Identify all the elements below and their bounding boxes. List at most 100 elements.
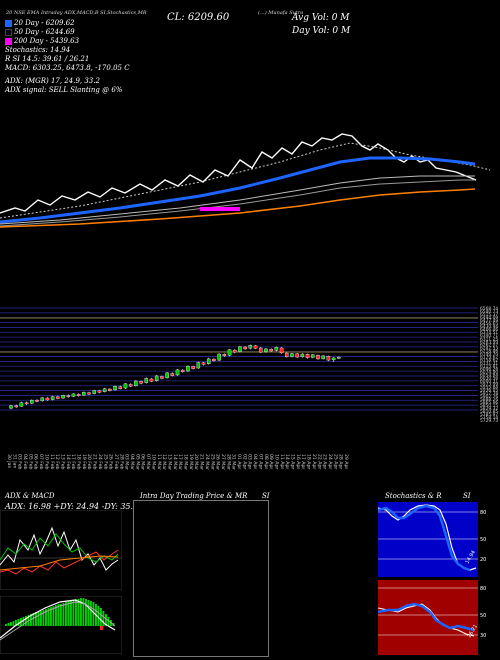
legend-ema200-label: 200 Day - 5439.63 (14, 37, 80, 45)
x-tick-label: 10 Apr (273, 454, 279, 469)
macd-histogram-bar (47, 608, 50, 626)
close-label: CL: 6209.60 (167, 12, 230, 23)
x-tick-label: 18 Feb (76, 454, 82, 470)
macd-histogram-bar (87, 600, 90, 626)
price-tick-label: 6000.31 (480, 379, 498, 385)
x-tick-label: 25 Apr (332, 454, 338, 469)
candle (165, 372, 169, 378)
macd-histogram-bar (82, 598, 85, 626)
price-tick-label: 5917.78 (480, 391, 498, 397)
x-tick-label: 24 Apr (327, 454, 333, 469)
x-tick-label: 04 Feb (22, 454, 28, 470)
x-tick-label: 02 Apr (241, 454, 247, 469)
rsi-readout: R SI 14.5: 39.61 / 26.21 (5, 55, 90, 63)
candle (170, 373, 175, 376)
x-tick-label: 28 Mar (225, 454, 231, 470)
price-tick-label: 5973.99 (480, 382, 498, 388)
macd-histogram-bar (52, 606, 55, 626)
macd-histogram-bar (80, 598, 82, 626)
price-tick-label: 5888.26 (480, 397, 498, 403)
x-tick-label: 10 Feb (43, 454, 49, 470)
macd-histogram-bar (100, 608, 102, 626)
macd-readout: MACD: 6303.25, 6473.8, -170.05 C (5, 64, 130, 72)
candle (295, 353, 299, 358)
price-tick-label: 6030.56 (480, 376, 498, 382)
x-tick-label: 13 Feb (59, 454, 65, 470)
ema-line-gray-1 (0, 175, 475, 225)
legend-item-ema50: 50 Day - 6244.69 (5, 28, 130, 37)
macd-histogram-bar (62, 603, 65, 626)
x-tick-label: 05 Feb (27, 454, 33, 470)
x-tick-label: 19 Feb (81, 454, 87, 470)
price-tick-label: 6267.07 (480, 342, 498, 348)
x-tick-label: 08 Apr (263, 454, 269, 469)
x-tick-label: 14 Feb (65, 454, 71, 470)
rsi-background (378, 580, 478, 655)
close-line (0, 133, 477, 214)
ema200-marker (200, 207, 240, 211)
x-tick-label: 26 Feb (108, 454, 114, 470)
x-tick-label: 07 Mar (145, 454, 151, 470)
candle (97, 390, 102, 393)
avg-vol-label: Avg Vol: 0 M (292, 13, 350, 23)
x-tick-label: 23 Apr (322, 454, 328, 469)
candle (82, 392, 86, 396)
legend-ema20-label: 20 Day - 6209.62 (14, 19, 75, 27)
macd-signal-line (0, 601, 116, 641)
candle (222, 354, 227, 357)
price-tick-label: 6218.46 (480, 348, 498, 354)
plus-di-line (0, 533, 119, 563)
x-tick-label: 07 Feb (38, 454, 44, 470)
x-tick-label: 07 Apr (257, 454, 263, 469)
rsi-tick-label: 80 (480, 586, 486, 592)
candle (71, 393, 76, 397)
candle (40, 397, 45, 402)
x-tick-label: 30 Jan (6, 454, 12, 468)
macd-histogram-bar (72, 600, 75, 626)
macd-histogram-bar (15, 620, 17, 626)
macd-histogram-bar (45, 609, 47, 626)
candle (149, 378, 154, 382)
price-tick-label: 6568.74 (480, 306, 498, 312)
candle (243, 346, 247, 350)
price-tick-label: 5902.76 (480, 394, 498, 400)
candle (248, 345, 253, 349)
ema-chart (0, 133, 491, 228)
macd-histogram-bar (107, 617, 110, 626)
candle (134, 380, 138, 386)
candle (264, 348, 268, 353)
candle (14, 405, 19, 408)
macd-histogram-bar (85, 599, 87, 626)
x-tick-label: 17 Feb (70, 454, 76, 470)
x-tick-label: 12 Mar (161, 454, 167, 470)
x-tick-label: 14 Apr (284, 454, 290, 469)
candle (212, 358, 216, 361)
candle (227, 349, 232, 356)
x-tick-label: 20 Feb (86, 454, 92, 470)
price-tick-label: 6340.71 (480, 333, 498, 339)
macd-histogram-bar-negative (100, 626, 103, 630)
candle (92, 390, 97, 394)
x-tick-label: 28 Apr (338, 454, 344, 469)
legend-ema50-label: 50 Day - 6244.69 (14, 28, 75, 36)
candle (290, 353, 294, 357)
x-tick-label: 17 Mar (177, 454, 183, 470)
macd-histogram-bar (92, 602, 95, 626)
price-chart: 6568.746540.736515.376494.096477.496456.… (0, 306, 498, 424)
price-tick-label: 5810.85 (480, 409, 498, 415)
macd-histogram-bar (57, 604, 60, 626)
rsi-avg-line (378, 602, 475, 632)
x-tick-label: 09 Apr (268, 454, 274, 469)
ema20-line (0, 142, 491, 219)
candle (253, 345, 258, 349)
candle (206, 358, 211, 364)
stoch-si: SI (463, 492, 471, 500)
candle (331, 357, 336, 361)
legend-item-ema20: 20 Day - 6209.62 (5, 19, 130, 28)
candle (9, 405, 13, 409)
candle (108, 388, 112, 391)
x-tick-label: 06 Feb (33, 454, 39, 470)
price-tick-label: 6115.41 (480, 364, 498, 370)
x-tick-label: 05 Mar (134, 454, 140, 470)
price-tick-label: 5829.32 (480, 406, 498, 412)
